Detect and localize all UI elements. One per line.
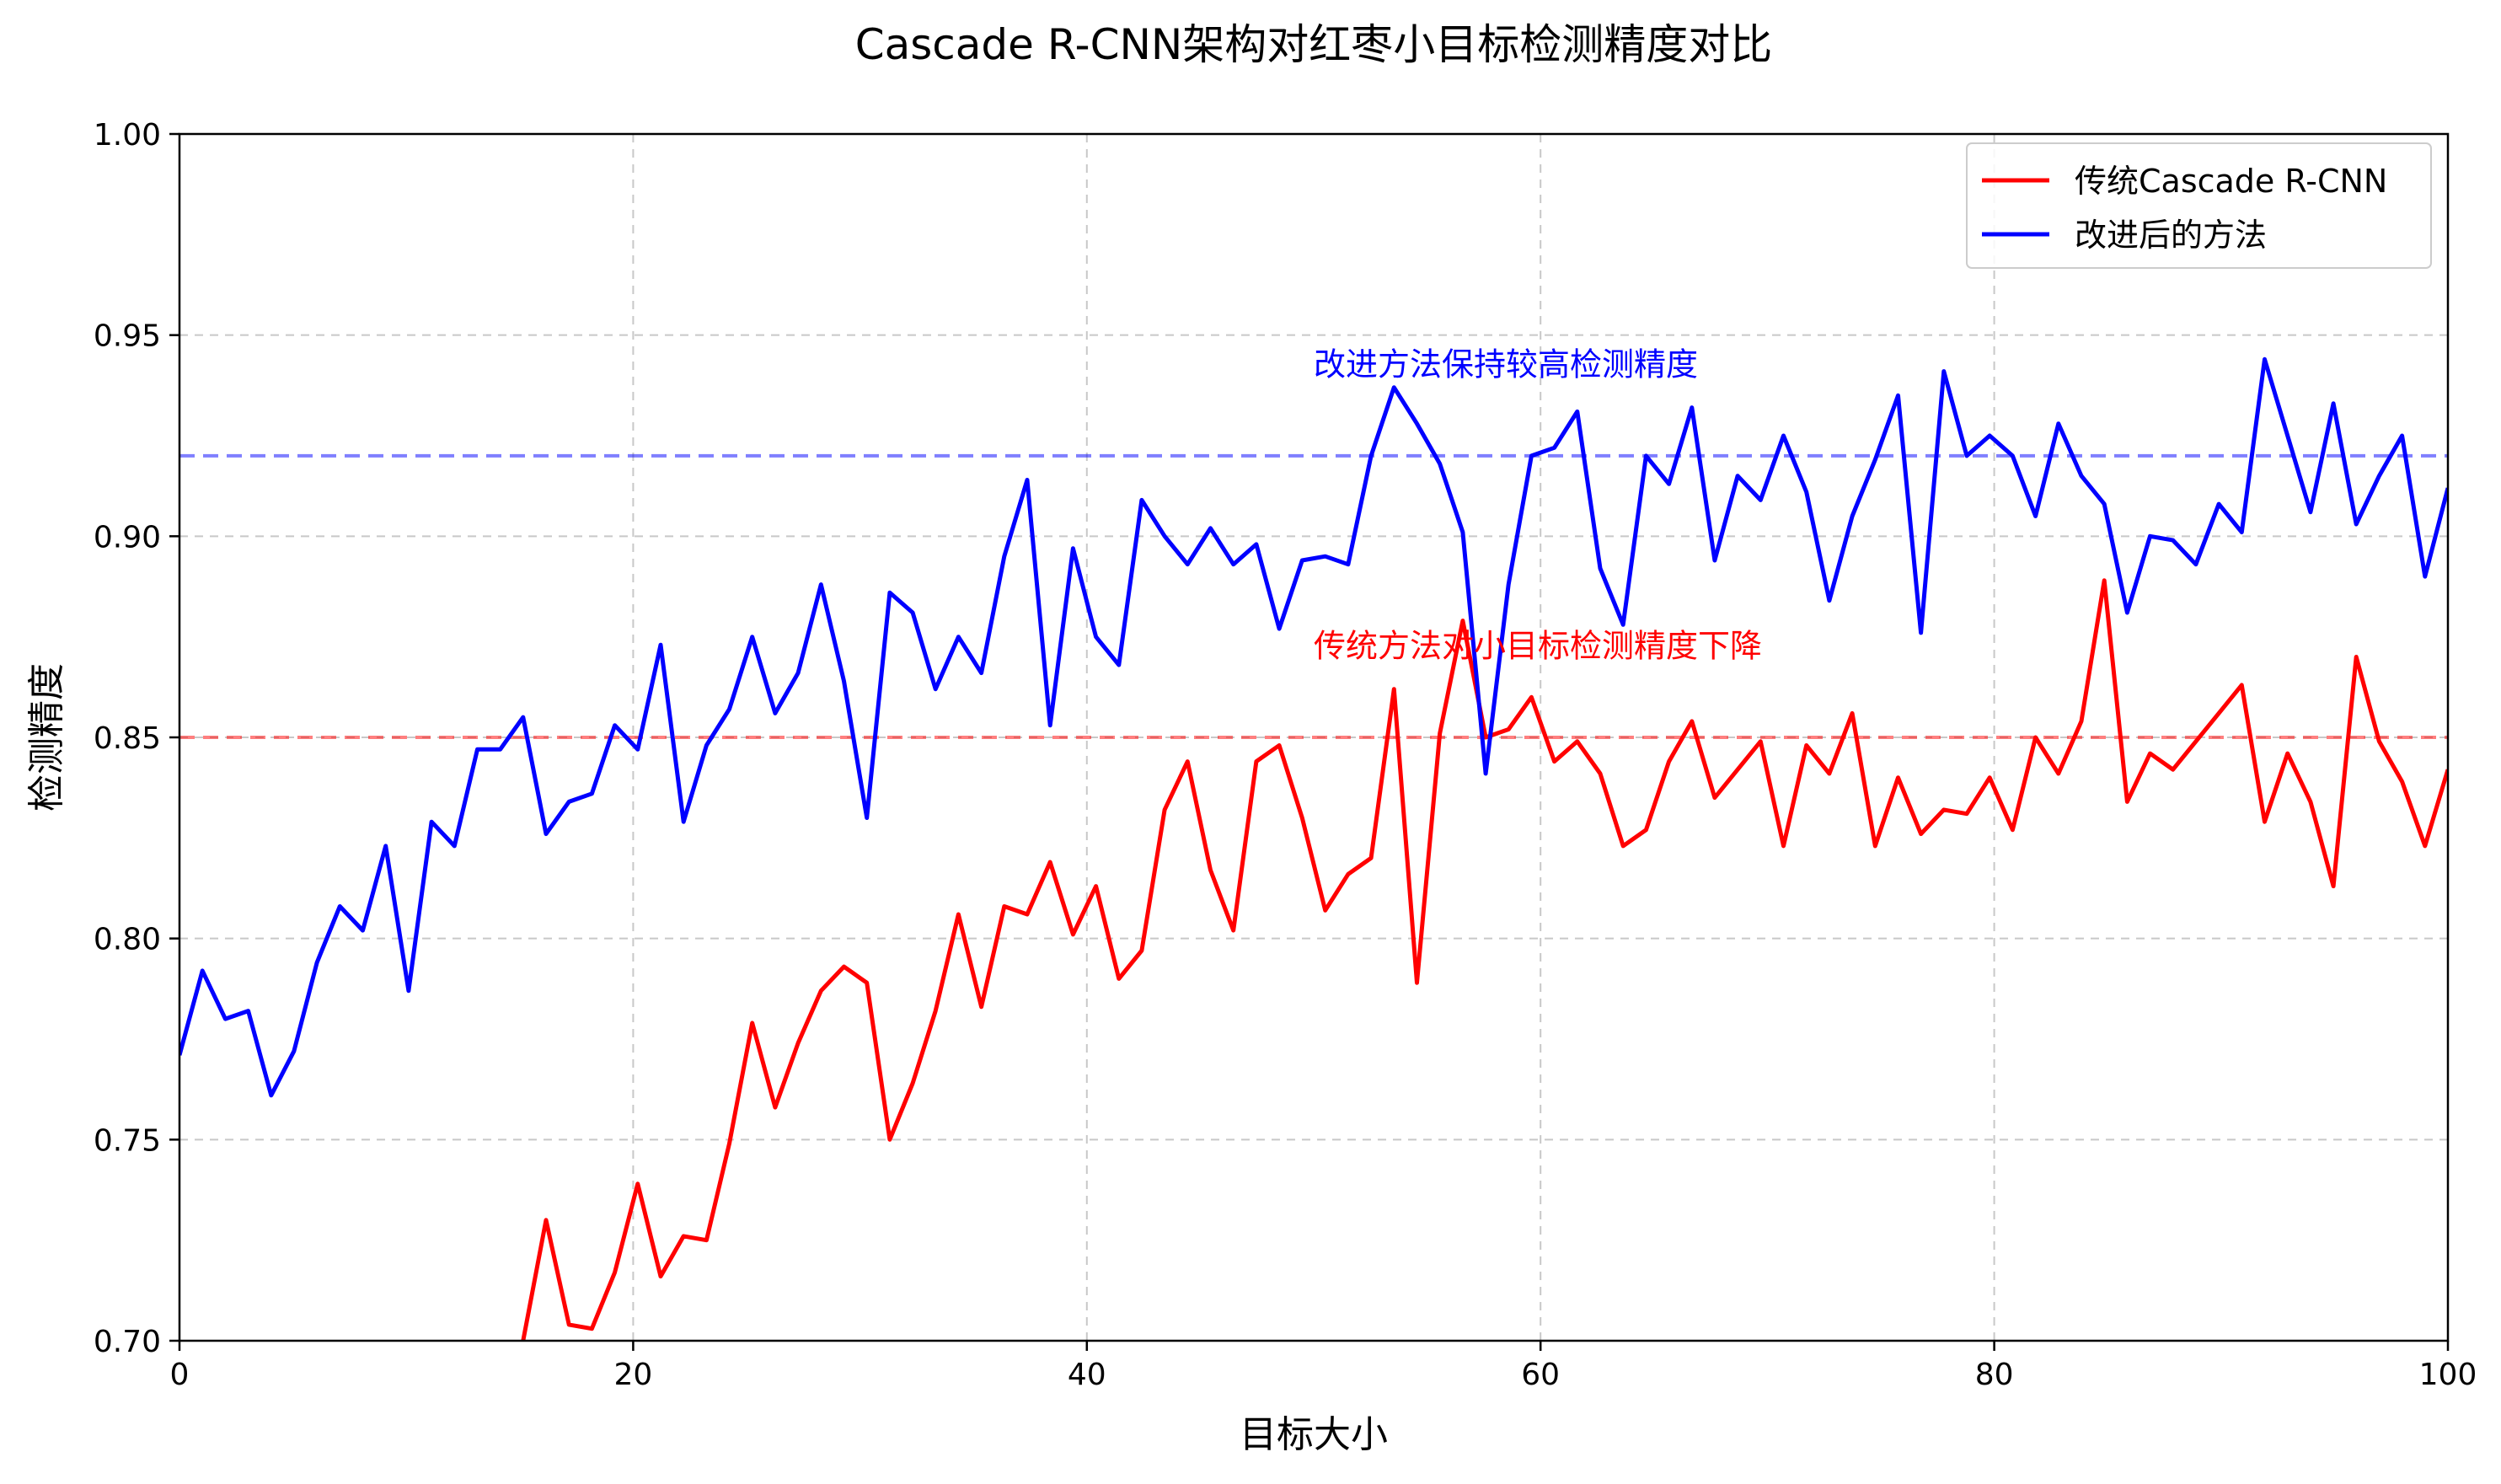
series-line-improved: [179, 356, 2448, 1098]
legend-label-improved: 改进后的方法: [2075, 217, 2267, 254]
y-axis-label: 检测精度: [25, 663, 68, 812]
chart-title: Cascade R-CNN架构对红枣小目标检测精度对比: [855, 20, 1773, 69]
series-line-traditional: [520, 578, 2448, 1341]
reference-lines: [179, 453, 2448, 739]
annotation-improved: 改进方法保持较高检测精度: [1314, 346, 1698, 383]
legend-label-traditional: 传统Cascade R-CNN: [2075, 163, 2387, 200]
y-tick-label: 0.70: [94, 1325, 161, 1359]
annotation-traditional: 传统方法对小目标检测精度下降: [1314, 628, 1762, 665]
y-tick-label: 0.95: [94, 319, 161, 354]
y-tick-label: 0.75: [94, 1123, 161, 1158]
ticks: 0 20 40 60 80 100 0.70 0.75 0.80 0.85 0.90 0.95 1.00: [94, 118, 2477, 1392]
x-tick-label: 80: [1975, 1358, 2014, 1392]
y-tick-label: 0.85: [94, 721, 161, 756]
x-axis-label: 目标大小: [1240, 1413, 1388, 1456]
legend-box: [1966, 142, 2432, 269]
x-tick-label: 0: [170, 1358, 190, 1392]
y-tick-label: 0.90: [94, 520, 161, 554]
y-tick-label: 1.00: [94, 118, 161, 153]
x-tick-label: 20: [613, 1358, 652, 1392]
x-tick-label: 100: [2419, 1358, 2477, 1392]
x-tick-label: 60: [1521, 1358, 1560, 1392]
x-tick-label: 40: [1068, 1358, 1106, 1392]
y-tick-label: 0.80: [94, 923, 161, 957]
series: [179, 356, 2448, 1341]
legend: 传统Cascade R-CNN 改进后的方法: [1966, 142, 2432, 269]
grid: [179, 134, 2448, 1341]
